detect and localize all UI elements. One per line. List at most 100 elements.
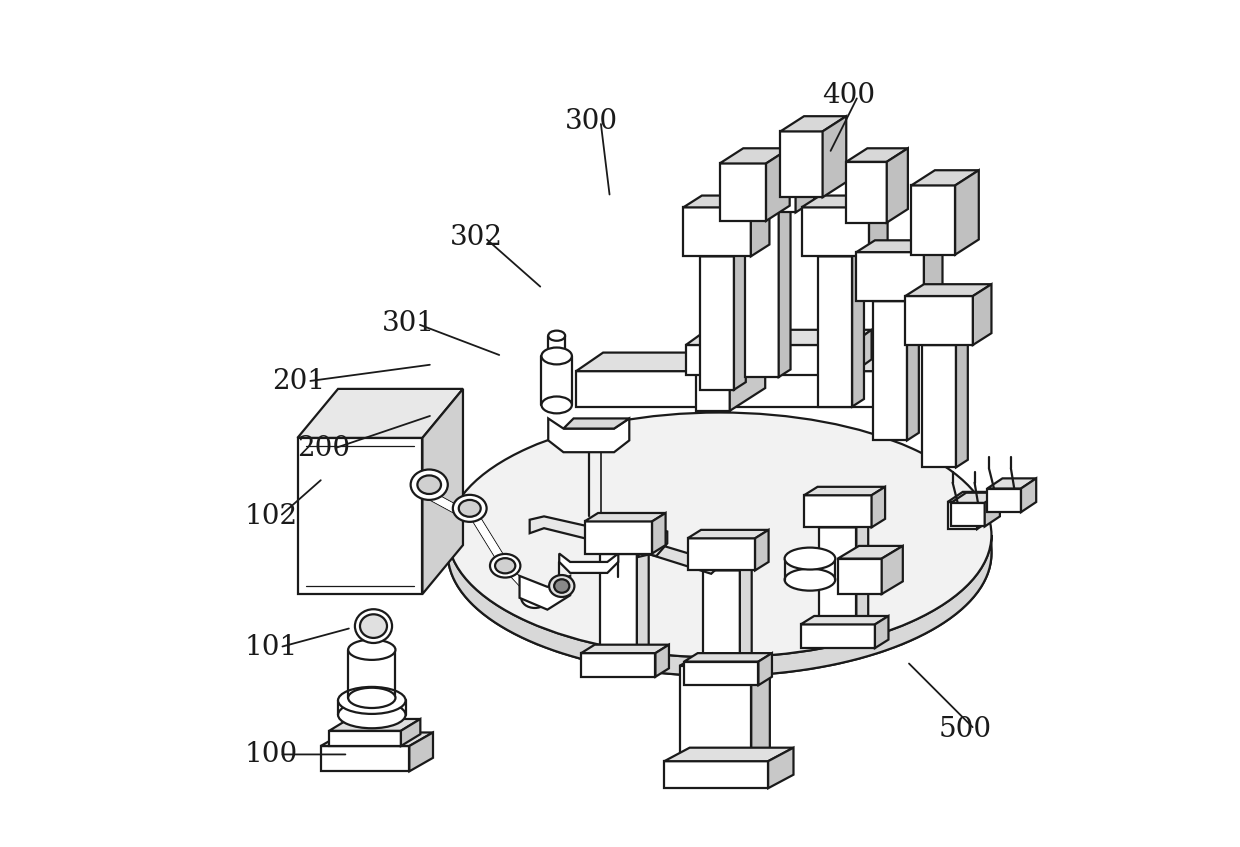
Polygon shape bbox=[701, 249, 745, 257]
Polygon shape bbox=[639, 542, 723, 573]
Polygon shape bbox=[801, 196, 888, 208]
Ellipse shape bbox=[348, 639, 396, 660]
Text: 301: 301 bbox=[382, 310, 435, 337]
Polygon shape bbox=[905, 285, 992, 296]
Polygon shape bbox=[869, 196, 888, 257]
Polygon shape bbox=[766, 148, 790, 221]
Polygon shape bbox=[730, 348, 765, 411]
Polygon shape bbox=[951, 503, 985, 527]
Polygon shape bbox=[923, 345, 956, 468]
Polygon shape bbox=[755, 530, 769, 570]
Polygon shape bbox=[818, 249, 864, 257]
Polygon shape bbox=[911, 170, 978, 185]
Ellipse shape bbox=[418, 475, 441, 494]
Polygon shape bbox=[656, 645, 668, 677]
Ellipse shape bbox=[542, 347, 572, 364]
Polygon shape bbox=[728, 152, 815, 163]
Polygon shape bbox=[768, 748, 794, 789]
Ellipse shape bbox=[348, 688, 396, 708]
Text: 200: 200 bbox=[298, 435, 351, 462]
Ellipse shape bbox=[521, 588, 548, 608]
Polygon shape bbox=[298, 389, 463, 438]
Polygon shape bbox=[637, 546, 649, 653]
Polygon shape bbox=[740, 562, 751, 662]
Polygon shape bbox=[696, 348, 765, 371]
Polygon shape bbox=[687, 539, 755, 570]
Ellipse shape bbox=[448, 412, 992, 657]
Polygon shape bbox=[298, 438, 423, 594]
Polygon shape bbox=[838, 546, 903, 558]
Ellipse shape bbox=[495, 558, 516, 573]
Polygon shape bbox=[600, 553, 637, 653]
Polygon shape bbox=[719, 163, 766, 221]
Ellipse shape bbox=[355, 609, 392, 643]
Ellipse shape bbox=[490, 554, 521, 578]
Polygon shape bbox=[1021, 479, 1037, 512]
Polygon shape bbox=[529, 517, 667, 556]
Polygon shape bbox=[846, 148, 908, 162]
Polygon shape bbox=[801, 208, 869, 257]
Polygon shape bbox=[321, 746, 409, 772]
Polygon shape bbox=[686, 329, 872, 345]
Polygon shape bbox=[665, 748, 794, 761]
Polygon shape bbox=[321, 733, 433, 746]
Ellipse shape bbox=[339, 687, 405, 714]
Polygon shape bbox=[680, 666, 751, 761]
Polygon shape bbox=[880, 352, 906, 407]
Polygon shape bbox=[906, 294, 919, 440]
Polygon shape bbox=[846, 162, 887, 223]
Polygon shape bbox=[951, 493, 999, 503]
Text: 300: 300 bbox=[565, 108, 619, 135]
Polygon shape bbox=[924, 241, 942, 301]
Ellipse shape bbox=[785, 548, 836, 569]
Polygon shape bbox=[985, 493, 999, 527]
Text: 100: 100 bbox=[244, 741, 298, 768]
Polygon shape bbox=[857, 520, 868, 624]
Polygon shape bbox=[582, 645, 668, 653]
Polygon shape bbox=[329, 731, 401, 746]
Text: 500: 500 bbox=[939, 716, 992, 743]
Polygon shape bbox=[822, 116, 846, 197]
Polygon shape bbox=[887, 148, 908, 223]
Polygon shape bbox=[857, 241, 942, 252]
Polygon shape bbox=[745, 213, 779, 377]
Polygon shape bbox=[696, 371, 730, 411]
Polygon shape bbox=[857, 252, 924, 301]
Polygon shape bbox=[584, 513, 666, 522]
Ellipse shape bbox=[785, 568, 836, 590]
Polygon shape bbox=[559, 553, 619, 573]
Ellipse shape bbox=[410, 469, 448, 500]
Polygon shape bbox=[409, 733, 433, 772]
Polygon shape bbox=[728, 163, 796, 213]
Ellipse shape bbox=[453, 495, 486, 522]
Polygon shape bbox=[745, 205, 791, 213]
Polygon shape bbox=[796, 152, 815, 213]
Text: 102: 102 bbox=[244, 503, 298, 530]
Polygon shape bbox=[577, 352, 906, 371]
Polygon shape bbox=[687, 530, 769, 539]
Text: 302: 302 bbox=[449, 224, 502, 252]
Ellipse shape bbox=[459, 500, 481, 517]
Polygon shape bbox=[780, 131, 822, 197]
Polygon shape bbox=[652, 513, 666, 553]
Polygon shape bbox=[923, 337, 967, 345]
Polygon shape bbox=[780, 116, 846, 131]
Polygon shape bbox=[882, 546, 903, 594]
Polygon shape bbox=[584, 522, 652, 553]
Polygon shape bbox=[329, 719, 420, 731]
Polygon shape bbox=[851, 329, 872, 374]
Polygon shape bbox=[801, 616, 889, 624]
Polygon shape bbox=[852, 249, 864, 407]
Polygon shape bbox=[701, 257, 734, 390]
Ellipse shape bbox=[339, 701, 405, 728]
Text: 101: 101 bbox=[244, 634, 298, 661]
Ellipse shape bbox=[542, 396, 572, 413]
Polygon shape bbox=[872, 487, 885, 528]
Polygon shape bbox=[818, 257, 852, 407]
Polygon shape bbox=[683, 196, 770, 208]
Polygon shape bbox=[684, 653, 773, 662]
Polygon shape bbox=[734, 249, 745, 390]
Polygon shape bbox=[680, 656, 770, 666]
Polygon shape bbox=[423, 389, 463, 594]
Polygon shape bbox=[719, 148, 790, 163]
